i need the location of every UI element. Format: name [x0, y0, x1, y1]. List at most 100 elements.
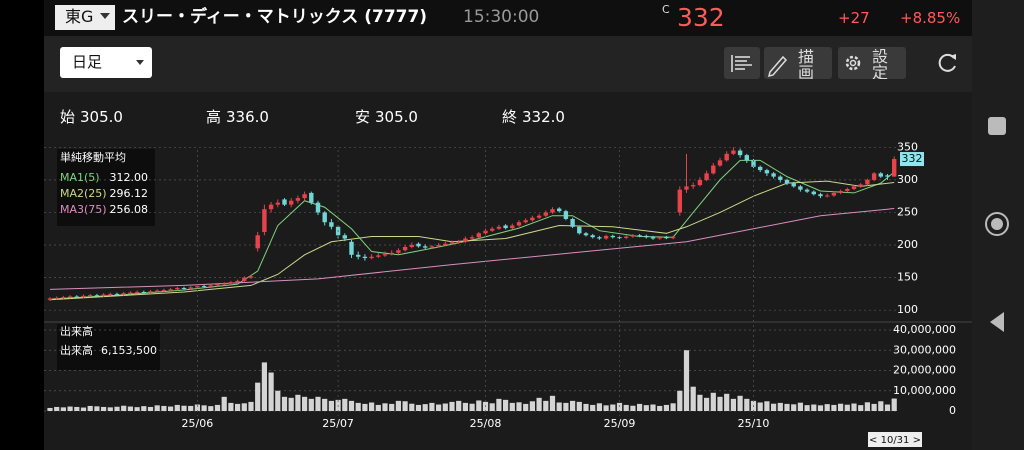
- ma-legend-name: MA2(25): [60, 187, 107, 200]
- candle-body: [67, 296, 73, 298]
- candle-body: [134, 291, 140, 293]
- volume-bar: [476, 400, 482, 411]
- x-tick-label: 25/07: [322, 417, 354, 430]
- candle-body: [54, 297, 59, 299]
- gear-icon: [849, 59, 857, 67]
- volume-bar: [489, 403, 495, 411]
- candle-body: [845, 189, 850, 191]
- candle-body: [248, 276, 254, 278]
- volume-bar: [563, 402, 569, 411]
- volume-bar: [422, 404, 428, 411]
- volume-bar: [529, 401, 535, 411]
- period-select[interactable]: [60, 47, 152, 78]
- volume-bar: [496, 398, 502, 411]
- candle-body: [536, 215, 542, 218]
- volume-bar: [362, 403, 368, 411]
- candle-body: [282, 199, 287, 205]
- ohlc-label: 安: [355, 108, 371, 126]
- y-tick-label: 10,000,000: [893, 384, 956, 397]
- candle-body: [362, 256, 368, 259]
- candle-body: [275, 202, 280, 205]
- ohlc-value: 332.0: [522, 108, 565, 126]
- volume-bar: [228, 402, 234, 411]
- last-price-tag: [900, 152, 924, 167]
- volume-bar: [449, 401, 455, 411]
- candle-body: [744, 155, 749, 161]
- volume-bar: [523, 403, 529, 411]
- ma-line: [49, 159, 895, 300]
- refresh-arrow: [950, 54, 956, 60]
- volume-legend-box: [57, 324, 160, 370]
- volume-bar: [168, 406, 174, 411]
- volume-bar: [201, 405, 207, 411]
- y-tick-label: 300: [897, 173, 918, 186]
- volume-bar: [208, 406, 214, 411]
- volume-bar: [710, 392, 716, 411]
- volume-bar: [757, 402, 763, 411]
- nav-back[interactable]: [990, 312, 1004, 332]
- volume-readout-label: 出来高: [60, 343, 93, 357]
- candle-body: [456, 241, 461, 243]
- volume-bar: [389, 403, 395, 411]
- draw-button[interactable]: [764, 47, 832, 79]
- nav-home[interactable]: [985, 212, 1009, 236]
- candle-body: [235, 280, 240, 283]
- candle-body: [463, 238, 468, 242]
- y-tick-label: 350: [897, 140, 918, 153]
- ma-legend-value: 296.12: [110, 187, 149, 200]
- volume-bar: [831, 404, 837, 411]
- gear-icon: [845, 55, 861, 71]
- volume-bar: [409, 403, 415, 411]
- settings-button[interactable]: [838, 47, 906, 79]
- candle-body: [309, 192, 314, 203]
- volume-bar: [288, 397, 294, 411]
- candle-body: [892, 159, 897, 177]
- volume-bar: [456, 400, 462, 411]
- volume-bar: [737, 395, 743, 411]
- volume-bar: [281, 396, 288, 411]
- candle-body: [751, 160, 756, 167]
- indicator-button[interactable]: [724, 47, 760, 79]
- cursor-date-box: [868, 432, 922, 447]
- volume-bar: [268, 372, 274, 411]
- candle-body: [684, 186, 689, 190]
- volume-bar: [194, 404, 200, 411]
- candle-body: [148, 291, 153, 293]
- refresh-icon[interactable]: [938, 53, 956, 72]
- y-tick-label: 0: [949, 404, 956, 417]
- volume-readout-value: 6,153,500: [101, 344, 157, 357]
- volume-bar: [322, 398, 328, 411]
- nav-home-dot: [991, 218, 1003, 230]
- y-tick-label: 200: [897, 238, 918, 251]
- y-tick-label: 150: [897, 271, 918, 284]
- candle-body: [825, 195, 830, 197]
- candle-body: [851, 186, 857, 189]
- volume-bar: [871, 403, 877, 411]
- volume-bar: [683, 350, 690, 411]
- volume-bar: [603, 405, 609, 411]
- volume-bar: [429, 402, 435, 411]
- settings-label: 設定: [872, 49, 889, 79]
- candle-body: [717, 160, 723, 166]
- candle-body: [476, 233, 481, 238]
- volume-bar: [704, 397, 710, 411]
- candle-body: [382, 254, 388, 256]
- volume-bar: [67, 406, 73, 411]
- nav-recent[interactable]: [988, 117, 1006, 135]
- volume-bar: [657, 405, 663, 411]
- candle-body: [798, 186, 803, 190]
- candle-body: [108, 293, 113, 295]
- candle-body: [88, 295, 93, 297]
- candle-body: [396, 250, 401, 253]
- volume-bar: [214, 404, 221, 411]
- volume-bar: [724, 393, 730, 411]
- candle-body: [81, 295, 86, 298]
- candle-body: [61, 297, 66, 299]
- candle-body: [610, 235, 615, 238]
- volume-bar: [637, 403, 643, 411]
- candle-body: [583, 233, 589, 236]
- candle-body: [376, 255, 381, 257]
- candle-body: [322, 212, 327, 223]
- volume-bar: [509, 402, 515, 411]
